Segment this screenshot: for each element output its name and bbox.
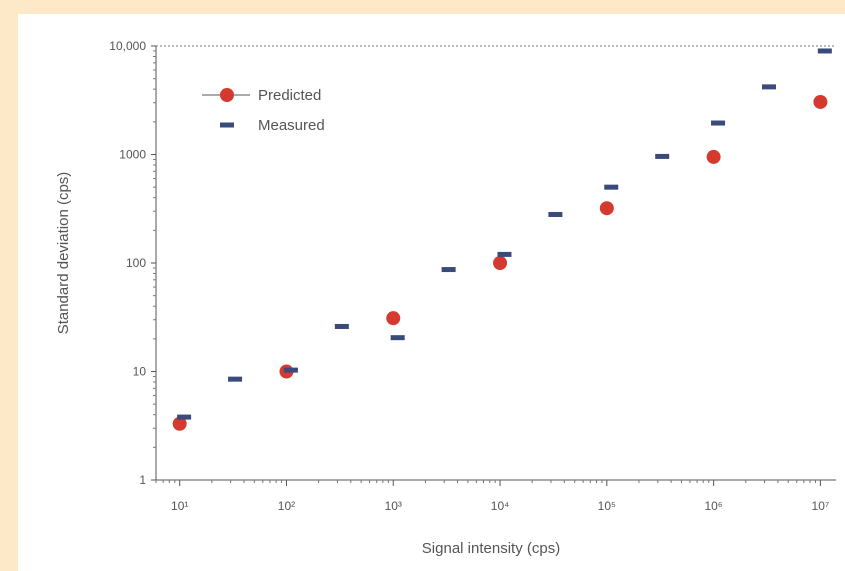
legend-measured-marker: [220, 122, 234, 128]
legend-predicted-marker: [220, 88, 234, 102]
x-axis-label: Signal intensity (cps): [422, 540, 560, 557]
measured-point: [441, 267, 456, 273]
x-tick-label: 10²: [278, 499, 295, 513]
x-tick-label: 10⁴: [491, 499, 510, 513]
measured-point: [761, 84, 776, 90]
y-tick-label: 100: [126, 256, 146, 270]
measured-point: [548, 211, 563, 217]
measured-point: [177, 414, 192, 420]
measured-point: [334, 323, 349, 329]
legend-label: Measured: [258, 117, 325, 134]
measured-point: [711, 120, 726, 126]
y-axis-label: Standard deviation (cps): [55, 172, 72, 335]
x-tick-label: 10⁶: [704, 499, 722, 513]
predicted-point: [599, 201, 614, 216]
y-tick-label: 1: [139, 473, 146, 487]
predicted-point: [172, 416, 187, 431]
predicted-point: [493, 256, 508, 270]
measured-point: [655, 153, 670, 159]
y-tick-label: 1000: [119, 148, 146, 162]
x-tick-label: 10⁷: [812, 499, 830, 513]
measured-point: [283, 367, 298, 373]
measured-point: [817, 48, 832, 54]
legend-label: Predicted: [258, 87, 321, 104]
x-tick-label: 10⁵: [598, 499, 616, 513]
measured-point: [390, 335, 405, 341]
y-tick-label: 10: [133, 365, 147, 379]
measured-point: [497, 251, 512, 257]
predicted-point: [706, 149, 721, 164]
measured-point: [604, 184, 619, 190]
y-tick-label: 10,000: [109, 39, 146, 53]
x-tick-label: 10¹: [171, 499, 188, 513]
predicted-point: [386, 311, 401, 326]
x-tick-label: 10³: [385, 499, 402, 513]
measured-point: [228, 376, 243, 382]
predicted-point: [813, 94, 828, 109]
